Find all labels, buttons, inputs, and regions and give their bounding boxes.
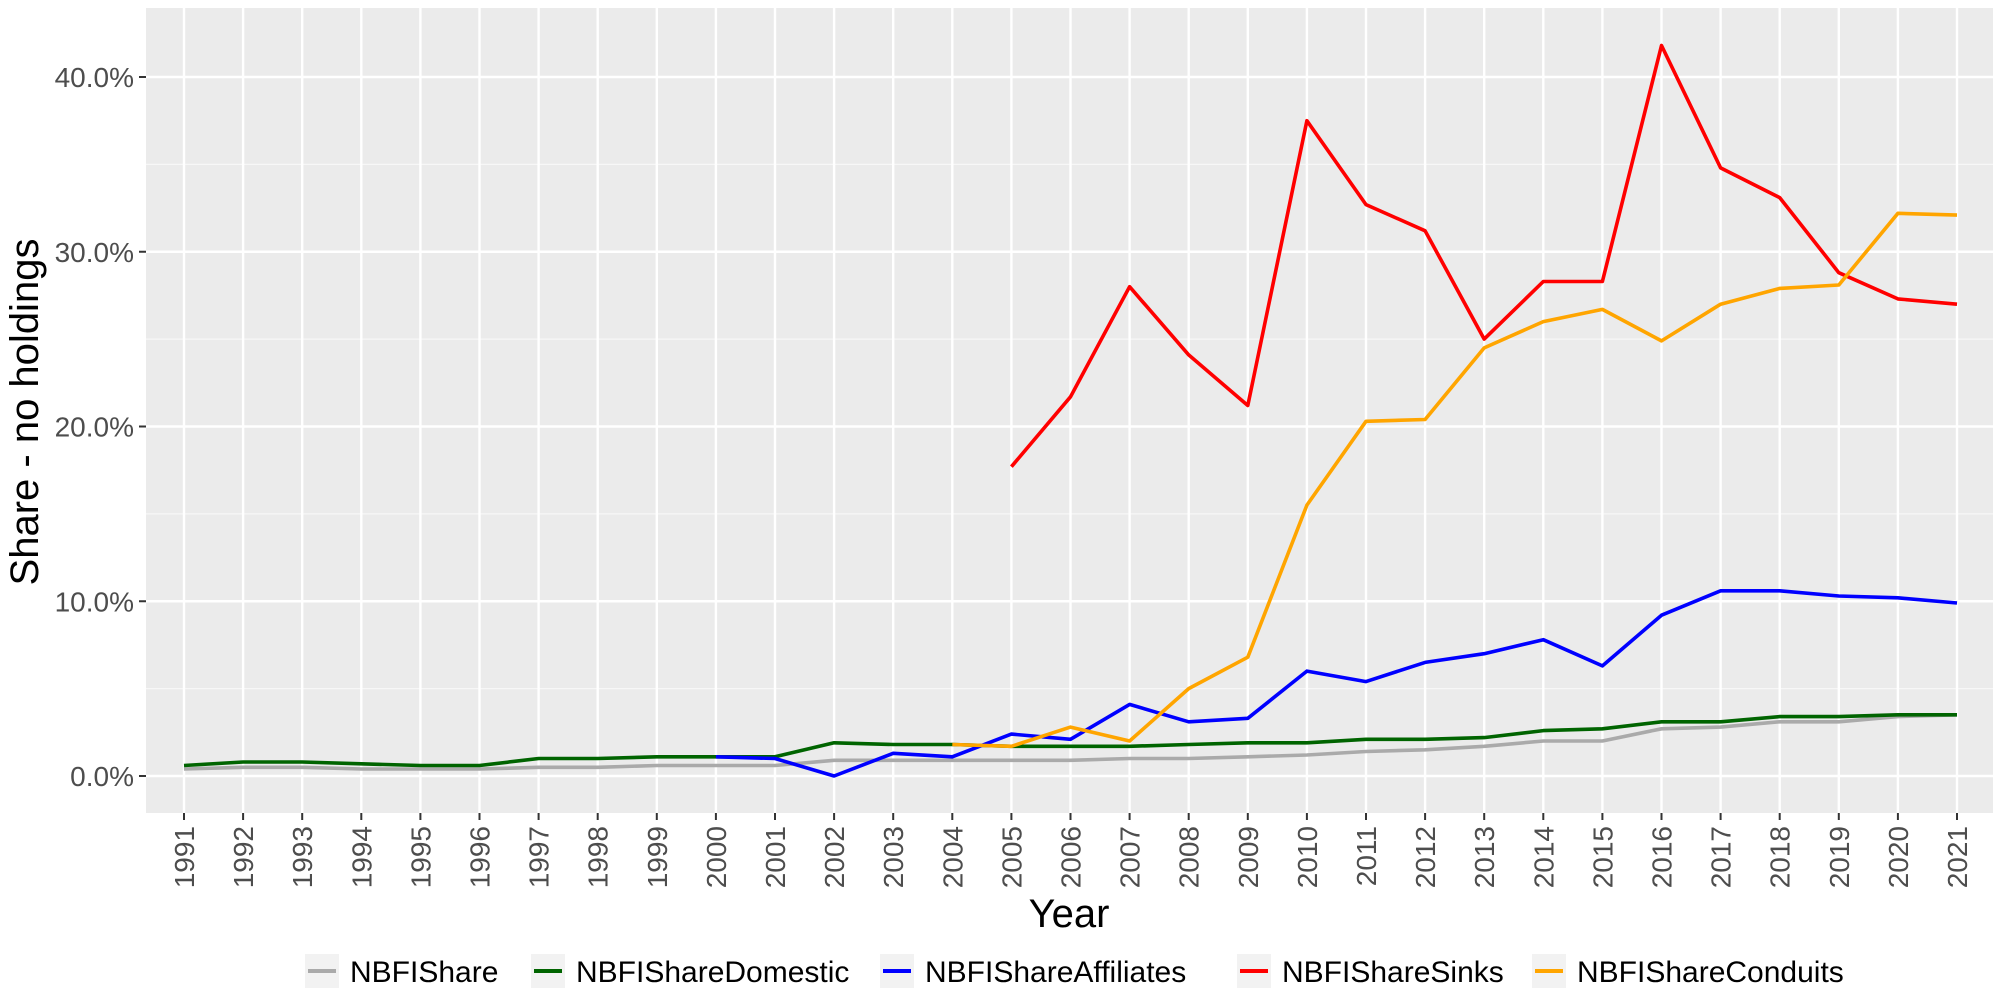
- x-tick-label: 2002: [819, 826, 850, 888]
- series-line-NBFIShareSinks: [1010, 43, 1958, 468]
- legend-item-NBFIShareDomestic: NBFIShareDomestic: [531, 954, 849, 989]
- x-axis: 1991 1992 1993 1994 1995 1996 1997 1998 1999 2000…: [169, 813, 1973, 888]
- x-tick-label: 1994: [346, 826, 377, 888]
- x-tick-label: 2000: [701, 826, 732, 888]
- x-tick-label: 2012: [1410, 826, 1441, 888]
- series-line-NBFIShare: [183, 713, 1958, 771]
- legend-item-NBFIShareAffiliates: NBFIShareAffiliates: [880, 954, 1186, 989]
- y-tick-label: 40.0%: [55, 62, 134, 93]
- x-tick-label: 2008: [1174, 826, 1205, 888]
- x-tick-label: 1997: [524, 826, 555, 888]
- x-tick-label: 1992: [228, 826, 259, 888]
- y-tick-label: 0.0%: [70, 761, 134, 792]
- legend-item-NBFIShareSinks: NBFIShareSinks: [1237, 954, 1504, 989]
- legend-item-NBFIShare: NBFIShare: [305, 954, 498, 989]
- x-tick-label: 2013: [1469, 826, 1500, 888]
- x-tick-label: 2016: [1647, 826, 1678, 888]
- x-tick-label: 2011: [1351, 826, 1382, 886]
- x-tick-label: 1999: [642, 826, 673, 888]
- x-tick-label: 1996: [465, 826, 496, 888]
- x-tick-label: 2010: [1292, 826, 1323, 888]
- y-axis-title: Share - no holdings: [3, 239, 47, 586]
- legend-item-NBFIShareConduits: NBFIShareConduits: [1532, 954, 1844, 989]
- legend-label: NBFIShare: [350, 956, 498, 989]
- x-tick-label: 2009: [1233, 826, 1264, 888]
- x-tick-label: 2019: [1824, 826, 1855, 888]
- x-tick-label: 2014: [1528, 826, 1559, 888]
- x-tick-label: 1991: [169, 826, 200, 888]
- x-tick-label: 2003: [878, 826, 909, 888]
- x-tick-label: 2005: [996, 826, 1027, 888]
- legend-label: NBFIShareConduits: [1577, 956, 1844, 989]
- legend-label: NBFIShareDomestic: [576, 956, 849, 989]
- x-tick-label: 2017: [1706, 826, 1737, 888]
- y-tick-label: 20.0%: [55, 412, 134, 443]
- x-tick-label: 2020: [1883, 826, 1914, 888]
- x-tick-label: 2001: [760, 826, 791, 888]
- x-tick-label: 2015: [1587, 826, 1618, 888]
- x-tick-label: 2021: [1942, 826, 1973, 888]
- x-tick-label: 1998: [583, 826, 614, 888]
- y-axis: 0.0% 10.0% 20.0% 30.0% 40.0%: [55, 62, 146, 792]
- legend-label: NBFIShareAffiliates: [925, 956, 1186, 989]
- x-axis-title: Year: [1029, 892, 1110, 936]
- y-tick-label: 30.0%: [55, 237, 134, 268]
- series-line-NBFIShareDomestic: [183, 713, 1957, 768]
- x-tick-label: 1993: [287, 826, 318, 888]
- grid-major: [146, 8, 1993, 813]
- series-line-NBFIShareConduits: [952, 211, 1958, 749]
- x-tick-label: 2018: [1765, 826, 1796, 888]
- series-lines: [183, 43, 1958, 778]
- x-tick-label: 2006: [1056, 826, 1087, 888]
- x-tick-label: 2004: [937, 826, 968, 888]
- series-line-NBFIShareAffiliates: [715, 589, 1958, 778]
- legend-label: NBFIShareSinks: [1282, 956, 1504, 989]
- y-tick-label: 10.0%: [55, 586, 134, 617]
- legend: NBFIShare NBFIShareDomestic NBFIShareAffil…: [305, 954, 1844, 989]
- x-tick-label: 1995: [405, 826, 436, 888]
- x-tick-label: 2007: [1115, 826, 1146, 888]
